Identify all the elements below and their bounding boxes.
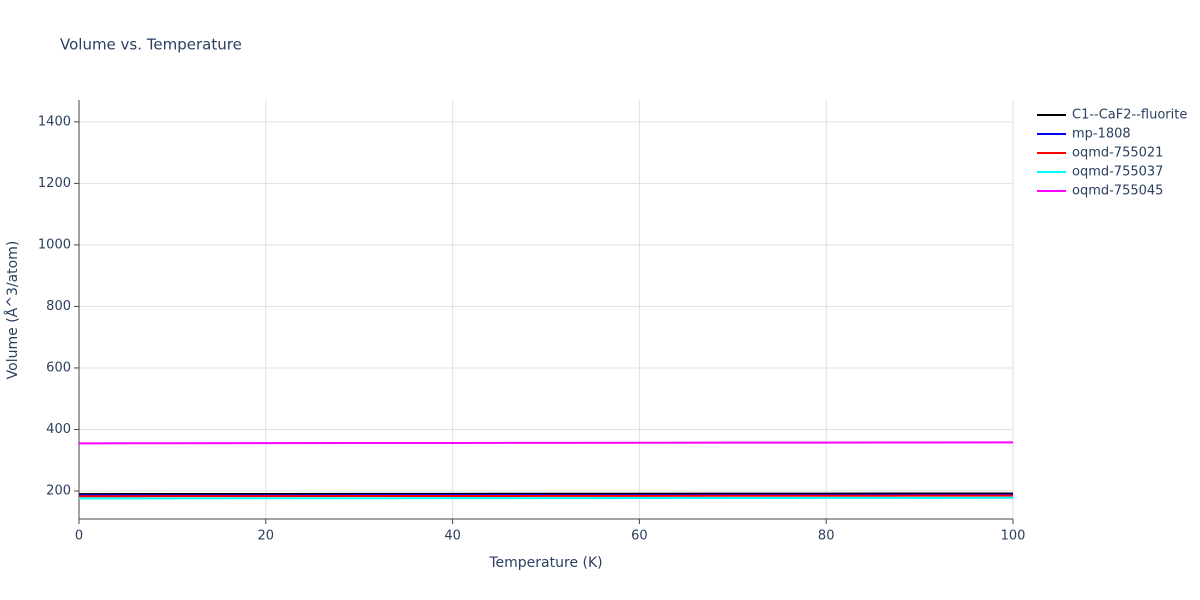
x-tick-label: 40 — [444, 529, 461, 544]
y-tick-label: 600 — [46, 360, 71, 375]
legend-label: oqmd-755045 — [1072, 184, 1163, 199]
chart-title: Volume vs. Temperature — [60, 36, 242, 54]
x-tick-label: 0 — [75, 529, 83, 544]
y-tick-label: 800 — [46, 299, 71, 314]
legend-label: oqmd-755037 — [1072, 165, 1163, 180]
series-line — [78, 496, 1014, 500]
y-tick-label: 1000 — [38, 237, 71, 252]
y-tick-label: 1400 — [38, 114, 71, 129]
y-tick-label: 1200 — [38, 176, 71, 191]
y-tick-label: 400 — [46, 422, 71, 437]
y-axis-title: Volume (Å^3/atom) — [4, 241, 21, 380]
x-tick-label: 60 — [631, 529, 648, 544]
legend-label: mp-1808 — [1072, 127, 1131, 142]
x-tick-label: 100 — [1001, 529, 1026, 544]
x-tick-label: 80 — [818, 529, 835, 544]
series-line — [78, 441, 1014, 445]
series-line — [78, 492, 1014, 496]
series-line — [78, 494, 1014, 498]
x-axis-title: Temperature (K) — [488, 555, 602, 571]
x-tick-label: 20 — [258, 529, 275, 544]
legend-label: C1--CaF2--fluorite — [1072, 108, 1187, 123]
y-tick-label: 200 — [46, 484, 71, 499]
legend-label: oqmd-755021 — [1072, 146, 1163, 161]
